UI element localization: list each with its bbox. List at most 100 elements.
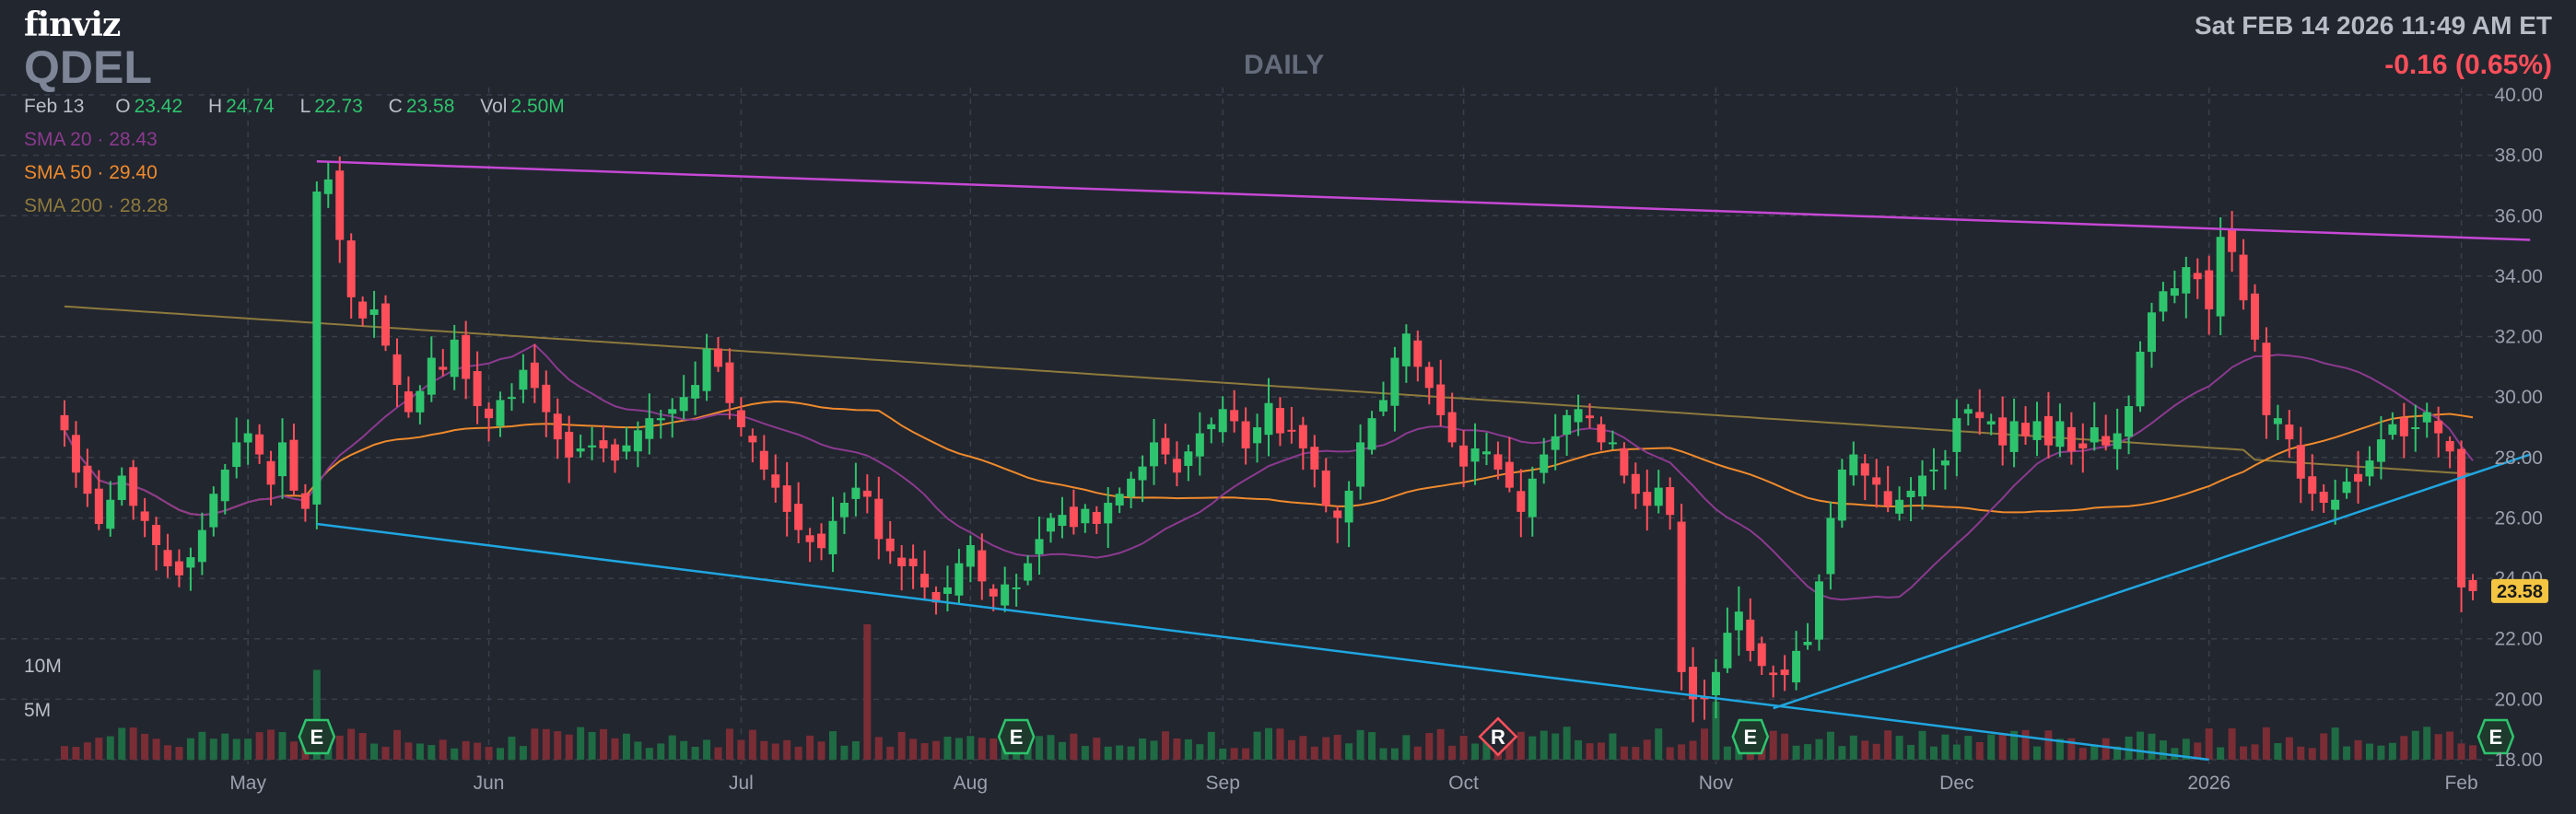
volume-bar (2240, 746, 2248, 760)
candle-body (186, 557, 195, 568)
volume-bar (439, 739, 447, 760)
event-marker[interactable]: R (1478, 716, 1518, 757)
candle-body (289, 439, 299, 491)
volume-bar (1368, 732, 1376, 760)
candle-body (1115, 494, 1124, 506)
volume-bar (118, 727, 126, 760)
candle-body (2170, 288, 2179, 297)
candle-body (954, 563, 964, 596)
candle-body (404, 391, 413, 413)
volume-bar (828, 731, 837, 760)
candle-body (1459, 445, 1469, 467)
volume-bar (2148, 733, 2156, 760)
volume-bar (1356, 729, 1364, 760)
sma20-value: 28.43 (109, 129, 158, 150)
volume-bar (1127, 746, 1135, 760)
trendline (1773, 453, 2531, 710)
volume-bar (1287, 739, 1295, 760)
volume-bar (531, 728, 539, 760)
event-marker[interactable]: E (1731, 718, 1770, 755)
low-value: 22.73 (314, 96, 363, 117)
candle-body (1597, 424, 1606, 443)
event-marker[interactable]: E (997, 718, 1036, 755)
volume-bar (1230, 748, 1238, 760)
volume-bar (1941, 734, 1950, 760)
candle-body (1253, 427, 1262, 444)
volume-bar (703, 739, 711, 760)
date-tick-label: Sep (1206, 773, 1240, 794)
volume-bar (83, 742, 91, 760)
volume-bar (1838, 746, 1846, 760)
candle-body (2182, 267, 2191, 294)
candle-body (2216, 237, 2225, 317)
candle-body (714, 348, 723, 367)
volume-bar (1792, 745, 1800, 760)
candle-body (839, 503, 849, 517)
candle-body (2102, 436, 2111, 446)
candle-body (1024, 563, 1033, 581)
volume-bar (462, 740, 470, 760)
candle-body (1895, 499, 1904, 514)
candle-body (462, 334, 471, 379)
volume-bar (2021, 729, 2030, 760)
sma200-legend[interactable]: SMA 200 · 28.28 (24, 195, 169, 216)
volume-bar (1459, 736, 1468, 760)
volume-bar (474, 742, 482, 760)
volume-bar (2090, 746, 2099, 760)
timeframe-label[interactable]: DAILY (1244, 50, 1325, 80)
volume-bar (680, 740, 688, 760)
volume-bar (61, 746, 68, 760)
candle-body (220, 469, 229, 502)
candle-body (278, 442, 287, 477)
event-shape (1478, 716, 1518, 757)
candle-body (2445, 440, 2454, 452)
event-marker[interactable]: E (298, 718, 336, 755)
volume-bar (312, 669, 321, 760)
event-label: E (1743, 726, 1757, 749)
volume-bar (2469, 745, 2476, 760)
volume-bar (1861, 740, 1869, 760)
event-marker[interactable]: E (2476, 718, 2515, 755)
candle-body (610, 444, 619, 461)
candle-body (2043, 415, 2053, 446)
volume-bar (2171, 748, 2179, 760)
volume-bar (1379, 748, 1388, 760)
volume-bar (289, 741, 298, 760)
candle-body (1241, 421, 1250, 448)
volume-bar (943, 737, 952, 760)
volume-bar (1964, 736, 1973, 760)
candle-body (1218, 409, 1227, 433)
sma50-legend[interactable]: SMA 50 · 29.40 (24, 162, 158, 183)
candle-body (323, 179, 333, 194)
candle-body (989, 588, 998, 597)
candle-body (1654, 487, 1663, 506)
volume-bar (255, 732, 263, 760)
sma20-legend[interactable]: SMA 20 · 28.43 (24, 129, 158, 150)
volume-bar (2032, 746, 2041, 760)
candle-body (2457, 448, 2466, 587)
high-value: 24.74 (226, 96, 275, 117)
volume-bar (1551, 733, 1560, 760)
volume-bar (1276, 728, 1284, 760)
date-axis: May Jun Jul Aug Sep Oct Nov Dec 2026 Feb 10M 5M (24, 656, 2478, 794)
candle-body (2354, 473, 2363, 483)
finviz-logo[interactable]: finviz (24, 6, 121, 44)
volume-bar (1987, 734, 1996, 760)
volume-bar (806, 735, 814, 760)
trendlines (316, 159, 2531, 762)
volume-bar (232, 738, 240, 760)
volume-bar (725, 728, 733, 760)
volume-bar (2365, 743, 2373, 760)
candle-body (2193, 273, 2202, 280)
volume-bar (1815, 738, 1823, 760)
volume-bar (244, 738, 252, 760)
volume-bar (577, 727, 585, 760)
volume-bar (2377, 745, 2385, 760)
volume-bar (2205, 728, 2213, 760)
candle-body (1321, 470, 1330, 506)
volume-bar (2044, 730, 2053, 760)
candle-body (1975, 412, 1985, 419)
candle-body (2125, 406, 2134, 437)
volume-bar (2331, 727, 2339, 760)
